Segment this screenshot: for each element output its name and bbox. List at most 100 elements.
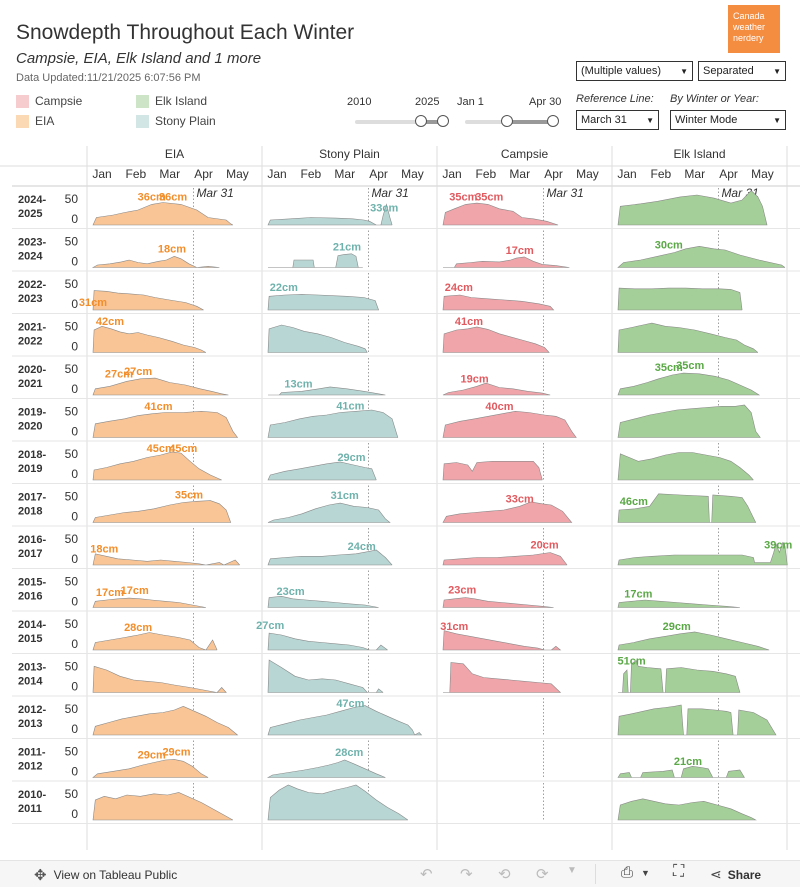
mode-dropdown[interactable]: Winter Mode ▼: [670, 110, 786, 130]
y-tick-label: 0: [71, 680, 78, 694]
reference-line-dropdown[interactable]: March 31 ▼: [576, 110, 659, 130]
view-on-tableau-label: View on Tableau Public: [53, 868, 178, 882]
y-tick-label: 50: [65, 490, 79, 504]
snow-area-stony-plain: [267, 203, 393, 226]
month-tick-label: Mar: [684, 167, 705, 181]
share-button[interactable]: ⋖ Share: [710, 866, 761, 883]
y-tick-label: 50: [65, 192, 79, 206]
winter-label: 2024-: [18, 194, 46, 206]
y-tick-label: 50: [65, 320, 79, 334]
legend-item-stony-plain[interactable]: Stony Plain: [136, 114, 216, 128]
month-tick-label: Apr: [544, 167, 563, 181]
winter-label: 2014-: [18, 619, 46, 631]
peak-depth-label: 27cm: [124, 366, 152, 378]
snow-area-elk-island: [617, 541, 788, 566]
snow-area-eia: [92, 202, 234, 226]
snow-area-eia: [92, 553, 240, 566]
month-tick-label: Apr: [194, 167, 213, 181]
winter-label: 2023-: [18, 237, 46, 249]
peak-depth-label: 19cm: [461, 373, 489, 385]
legend-label-eia: EIA: [35, 114, 55, 128]
peak-depth-label: 20cm: [531, 540, 559, 552]
refresh-menu-chevron-icon[interactable]: ▼: [567, 865, 577, 876]
peak-depth-label: 30cm: [655, 240, 683, 252]
month-tick-label: May: [226, 167, 249, 181]
brand-logo[interactable]: Canada weather nerdery: [728, 5, 780, 53]
legend-swatch-elk-island: [136, 94, 149, 108]
legend-item-eia[interactable]: EIA: [16, 114, 54, 128]
fullscreen-icon[interactable]: ⛶: [673, 863, 685, 880]
year-range-start-handle[interactable]: [415, 115, 427, 127]
snow-area-campsie: [442, 294, 555, 311]
revert-icon[interactable]: ⟲: [498, 866, 511, 883]
date-range-from: Jan 1: [457, 96, 484, 108]
reference-line-label: Reference Line:: [576, 93, 654, 105]
year-range-to: 2025: [415, 96, 440, 108]
reference-line-label: Mar 31: [546, 186, 583, 200]
snow-area-stony-plain: [267, 324, 368, 353]
winter-label: 2010-: [18, 789, 46, 801]
peak-depth-label: 45cm: [169, 443, 197, 455]
peak-depth-label: 42cm: [96, 316, 124, 328]
peak-depth-label: 17cm: [121, 585, 149, 597]
year-range-slider[interactable]: [355, 120, 443, 124]
snow-area-elk-island: [617, 245, 786, 268]
view-on-tableau-link[interactable]: ✥ View on Tableau Public: [34, 866, 177, 884]
legend-label-campsie: Campsie: [35, 94, 83, 108]
share-icon: ⋖: [710, 866, 722, 882]
stations-filter-dropdown[interactable]: (Multiple values) ▼: [576, 61, 693, 81]
snow-area-elk-island: [617, 493, 757, 523]
tableau-logo-icon: ✥: [34, 867, 47, 884]
download-icon[interactable]: ⎙: [621, 864, 634, 881]
layout-filter-dropdown[interactable]: Separated ▼: [698, 61, 786, 81]
y-tick-label: 50: [65, 235, 79, 249]
chevron-down-icon: ▼: [646, 115, 654, 125]
snow-area-campsie: [442, 552, 568, 566]
y-tick-label: 50: [65, 277, 79, 291]
y-tick-label: 50: [65, 575, 79, 589]
winter-label: 2013-: [18, 662, 46, 674]
snow-area-campsie: [443, 256, 570, 268]
peak-depth-label: 31cm: [79, 297, 107, 309]
snow-area-eia: [92, 451, 222, 481]
snow-area-campsie: [442, 382, 551, 396]
undo-icon[interactable]: ↶: [420, 866, 433, 883]
winter-label: 2011-: [18, 747, 46, 759]
date-range-end-handle[interactable]: [547, 115, 559, 127]
snow-area-campsie: [442, 202, 559, 226]
peak-depth-label: 18cm: [90, 543, 118, 555]
legend-swatch-campsie: [16, 94, 29, 108]
month-tick-label: Feb: [476, 167, 497, 181]
y-tick-label: 0: [71, 765, 78, 779]
date-range-start-handle[interactable]: [501, 115, 514, 127]
winter-label: 2021-: [18, 322, 46, 334]
peak-depth-label: 22cm: [270, 282, 298, 294]
snow-area-campsie: [442, 501, 573, 523]
download-menu-chevron-icon[interactable]: ▼: [641, 868, 650, 878]
peak-depth-label: 27cm: [105, 368, 133, 380]
legend-label-stony-plain: Stony Plain: [155, 114, 216, 128]
snow-area-eia: [92, 759, 209, 778]
legend-item-campsie[interactable]: Campsie: [16, 94, 82, 108]
refresh-icon[interactable]: ⟳: [536, 866, 549, 883]
reference-line-value: March 31: [581, 114, 627, 126]
year-range-end-handle[interactable]: [437, 115, 449, 127]
snow-area-stony-plain: [267, 595, 379, 608]
y-tick-label: 50: [65, 660, 79, 674]
redo-icon[interactable]: ↷: [460, 866, 473, 883]
snow-area-elk-island: [617, 404, 761, 438]
peak-depth-label: 36cm: [138, 191, 166, 203]
snow-area-campsie: [442, 461, 543, 481]
chevron-down-icon: ▼: [773, 115, 781, 125]
snow-area-elk-island: [617, 765, 745, 778]
snow-area-eia: [92, 290, 204, 311]
snow-area-campsie: [442, 630, 562, 651]
legend-item-elk-island[interactable]: Elk Island: [136, 94, 207, 108]
month-tick-label: Mar: [159, 167, 180, 181]
peak-depth-label: 18cm: [158, 243, 186, 255]
peak-depth-label: 21cm: [674, 756, 702, 768]
peak-depth-label: 33cm: [506, 493, 534, 505]
peak-depth-label: 41cm: [455, 316, 483, 328]
station-header-campsie: Campsie: [501, 147, 549, 161]
snow-area-campsie: [442, 597, 554, 608]
